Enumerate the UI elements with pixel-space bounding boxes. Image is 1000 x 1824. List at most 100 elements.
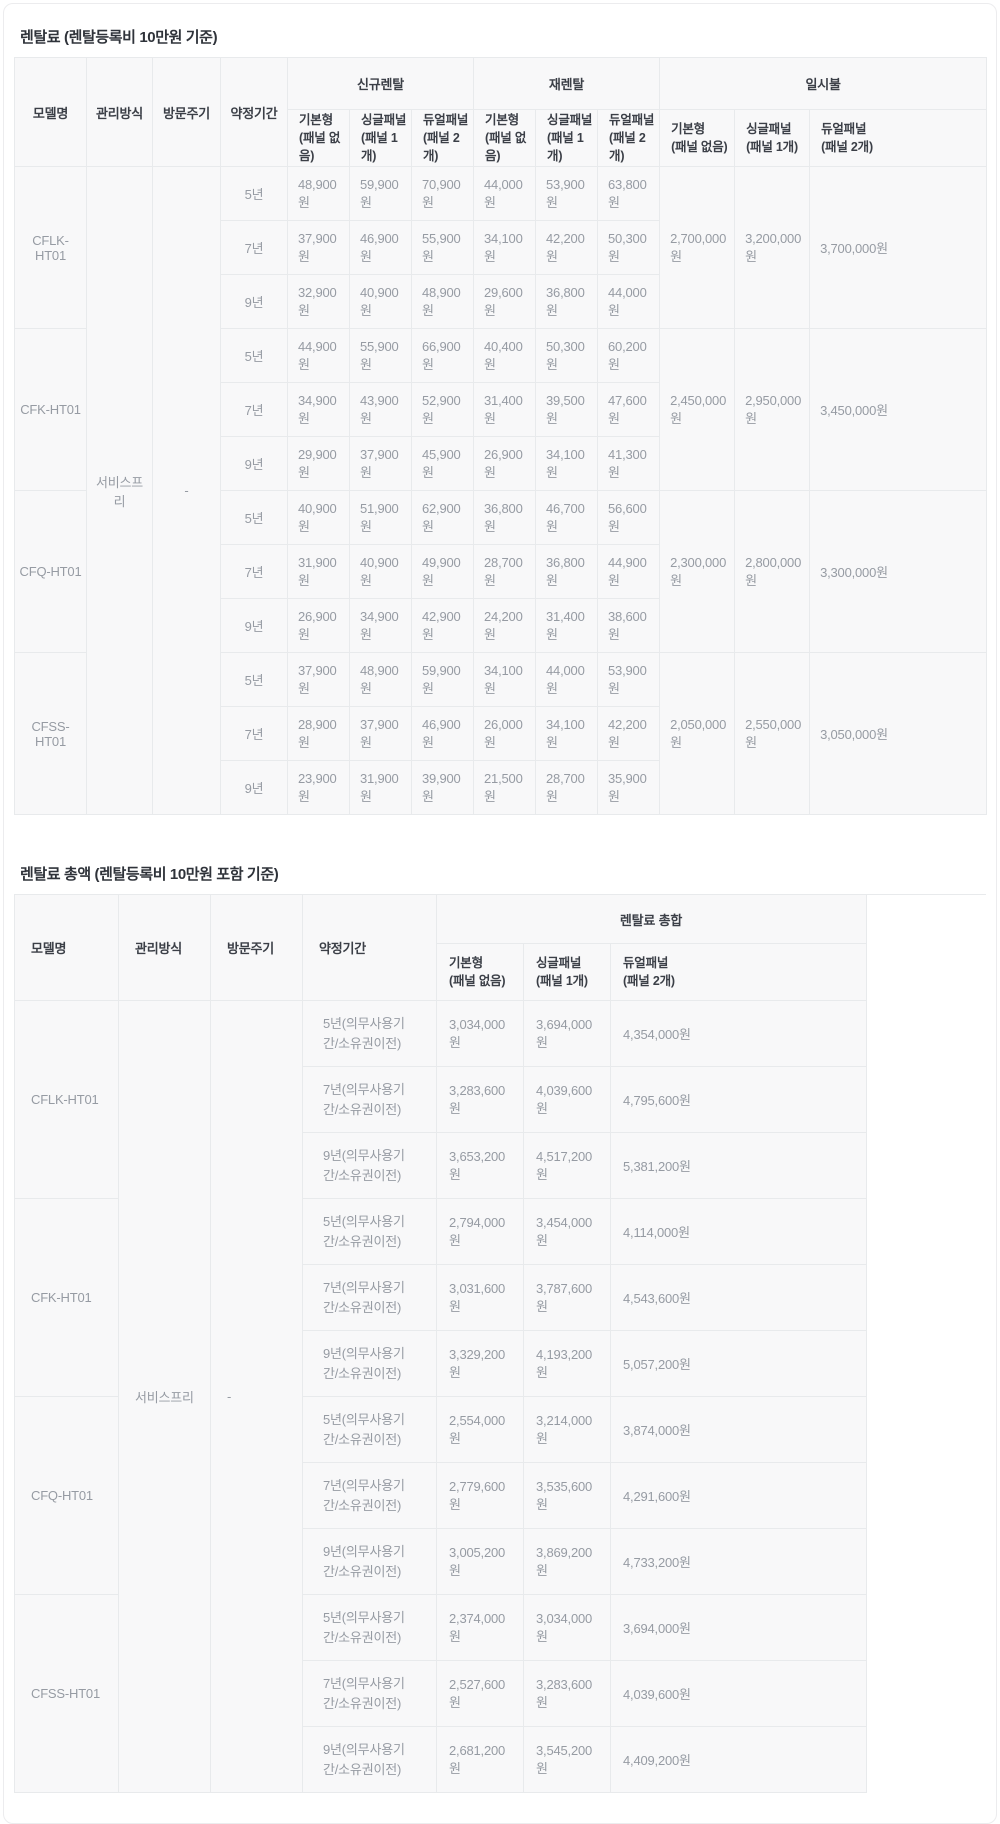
term-cell: 9년 [220, 274, 288, 330]
price-cell: 40,900원 [349, 274, 412, 330]
total-price-cell: 4,795,600원 [610, 1066, 867, 1134]
price-cell: 48,900원 [410, 274, 475, 330]
lump-sum-cell: 2,450,000원 [659, 328, 736, 492]
price-cell: 37,900원 [349, 436, 412, 492]
subheader-single-panel: 싱글패널 (패널 1개) [349, 108, 412, 168]
model-cell: CFSS-HT01 [14, 1594, 119, 1794]
header-contract-term: 약정기간 [302, 894, 437, 1002]
header-visit-cycle: 방문주기 [152, 56, 221, 168]
term-cell: 9년(의무사용기간/소유권이전) [302, 1726, 437, 1794]
total-price-cell: 2,779,600원 [436, 1462, 524, 1530]
table-row: CFK-HT01 5년(의무사용기간/소유권이전) 2,794,000원 3,4… [14, 1198, 867, 1398]
sub-header-row: 기본형 (패널 없음) 싱글패널 (패널 1개) 듀얼패널 (패널 2개) 기본… [15, 108, 988, 168]
price-cell: 28,700원 [473, 544, 537, 600]
price-cell: 34,100원 [473, 220, 537, 276]
term-cell: 7년 [220, 544, 288, 600]
term-cell: 7년(의무사용기간/소유권이전) [302, 1066, 437, 1134]
total-price-cell: 3,214,000원 [523, 1396, 611, 1464]
lump-sum-cell: 3,050,000원 [809, 652, 988, 816]
term-cell: 9년 [220, 598, 288, 654]
price-cell: 26,000원 [473, 706, 537, 762]
term-cell: 9년(의무사용기간/소유권이전) [302, 1528, 437, 1596]
table-row: CFLK-HT01 서비스프리 - 5년(의무사용기간/소유권이전) 3,034… [14, 1000, 867, 1794]
total-price-cell: 3,545,200원 [523, 1726, 611, 1794]
term-cell: 7년(의무사용기간/소유권이전) [302, 1660, 437, 1728]
price-cell: 29,600원 [473, 274, 537, 330]
table-row: 9년(의무사용기간/소유권이전) 3,329,200원 4,193,200원 5… [15, 1330, 867, 1398]
subheader-single-panel: 싱글패널 (패널 1개) [535, 108, 599, 168]
price-cell: 31,400원 [473, 382, 537, 438]
price-cell: 50,300원 [535, 328, 599, 384]
table-row: 7년(의무사용기간/소유권이전) 2,779,600원 3,535,600원 4… [15, 1462, 867, 1530]
total-table-head: 모델명 관리방식 방문주기 약정기간 렌탈료 총합 기본형 (패널 없음) 싱글… [14, 894, 867, 1002]
price-cell: 36,800원 [473, 490, 537, 546]
price-cell: 32,900원 [287, 274, 350, 330]
model-cell: CFK-HT01 [14, 1198, 119, 1398]
total-price-cell: 3,283,600원 [436, 1066, 524, 1134]
price-cell: 21,500원 [473, 760, 537, 816]
price-cell: 26,900원 [287, 598, 350, 654]
term-cell: 7년 [220, 382, 288, 438]
term-cell: 9년 [220, 436, 288, 492]
price-cell: 45,900원 [410, 436, 475, 492]
total-price-cell: 3,283,600원 [523, 1660, 611, 1728]
total-price-cell: 4,114,000원 [610, 1198, 867, 1266]
lump-sum-cell: 3,700,000원 [809, 166, 988, 330]
total-price-cell: 2,794,000원 [436, 1198, 524, 1266]
price-cell: 44,900원 [597, 544, 661, 600]
rental-fee-table: 모델명 관리방식 방문주기 약정기간 신규렌탈 재렌탈 일시불 기본형 (패널 … [14, 56, 988, 816]
price-cell: 47,600원 [597, 382, 661, 438]
header-model: 모델명 [14, 56, 87, 168]
table-row: 9년 29,900원 37,900원 45,900원 26,900원 34,10… [15, 436, 987, 492]
term-cell: 5년 [220, 328, 288, 384]
total-price-cell: 4,039,600원 [610, 1660, 867, 1728]
management-cell: 서비스프리 [118, 1000, 211, 1794]
table-row: 7년 31,900원 40,900원 49,900원 28,700원 36,80… [15, 544, 987, 600]
price-cell: 44,000원 [535, 652, 599, 708]
price-cell: 44,900원 [287, 328, 350, 384]
price-cell: 53,900원 [597, 652, 661, 708]
total-price-cell: 4,354,000원 [610, 1000, 867, 1068]
header-management: 관리방식 [86, 56, 153, 168]
price-cell: 28,700원 [535, 760, 599, 816]
header-visit-cycle: 방문주기 [210, 894, 303, 1002]
term-cell: 7년(의무사용기간/소유권이전) [302, 1462, 437, 1530]
total-rental-fee-table-title: 렌탈료 총액 (렌탈등록비 10만원 포함 기준) [20, 866, 279, 884]
total-price-cell: 3,535,600원 [523, 1462, 611, 1530]
total-price-cell: 3,653,200원 [436, 1132, 524, 1200]
header-contract-term: 약정기간 [220, 56, 288, 168]
price-cell: 23,900원 [287, 760, 350, 816]
price-cell: 37,900원 [287, 652, 350, 708]
total-price-cell: 3,329,200원 [436, 1330, 524, 1398]
model-cell: CFK-HT01 [14, 328, 87, 492]
total-price-cell: 3,694,000원 [610, 1594, 867, 1662]
price-cell: 39,900원 [410, 760, 475, 816]
total-price-cell: 3,031,600원 [436, 1264, 524, 1332]
table-row: 9년 23,900원 31,900원 39,900원 21,500원 28,70… [15, 760, 987, 816]
lump-sum-cell: 2,300,000원 [659, 490, 736, 654]
price-cell: 62,900원 [410, 490, 475, 546]
term-cell: 7년 [220, 220, 288, 276]
subheader-dual-panel: 듀얼패널 (패널 2개) [410, 108, 475, 168]
term-cell: 5년(의무사용기간/소유권이전) [302, 1594, 437, 1662]
subheader-basic: 기본형 (패널 없음) [659, 108, 736, 168]
price-cell: 56,600원 [597, 490, 661, 546]
price-cell: 37,900원 [349, 706, 412, 762]
price-cell: 42,900원 [410, 598, 475, 654]
price-cell: 66,900원 [410, 328, 475, 384]
header-management: 관리방식 [118, 894, 211, 1002]
group-header-rental-total: 렌탈료 총합 [436, 894, 867, 945]
price-cell: 51,900원 [349, 490, 412, 546]
table-row: 9년(의무사용기간/소유권이전) 3,653,200원 4,517,200원 5… [15, 1132, 867, 1200]
model-cell: CFLK-HT01 [14, 166, 87, 330]
lump-sum-cell: 3,200,000원 [734, 166, 811, 330]
total-price-cell: 3,694,000원 [523, 1000, 611, 1068]
pricing-card: 렌탈료 (렌탈등록비 10만원 기준) 모델명 관리방식 방문주기 약정기간 신… [3, 3, 997, 1824]
rental-fee-table-body: CFLK-HT01 서비스프리 - 5년 48,900원 59,900원 70,… [14, 166, 988, 816]
table-row: 7년 37,900원 46,900원 55,900원 34,100원 42,20… [15, 220, 987, 276]
price-cell: 63,800원 [597, 166, 661, 222]
price-cell: 46,700원 [535, 490, 599, 546]
term-cell: 9년 [220, 760, 288, 816]
price-cell: 28,900원 [287, 706, 350, 762]
term-cell: 5년 [220, 490, 288, 546]
